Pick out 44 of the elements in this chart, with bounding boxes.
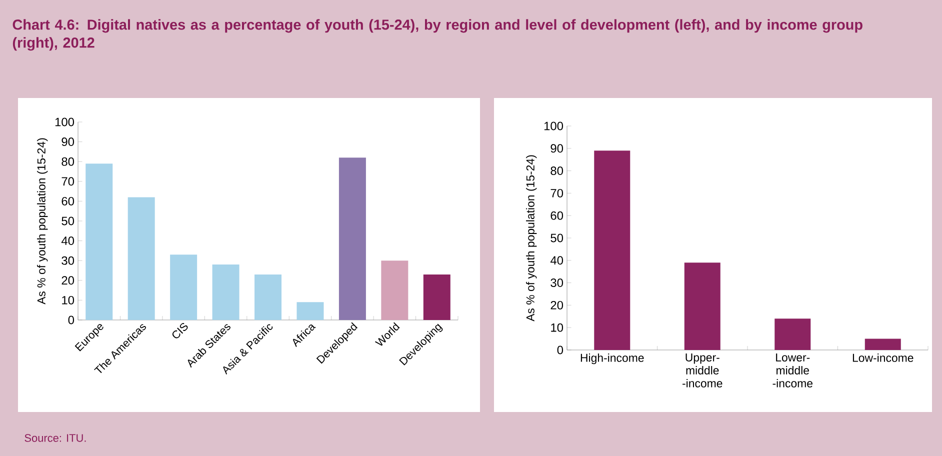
y-tick-label: 90 bbox=[550, 144, 564, 153]
y-tick-label: 30 bbox=[62, 256, 74, 265]
y-tick-label: 10 bbox=[551, 323, 564, 332]
y-axis-title: As % of youth population (15-24) bbox=[37, 138, 48, 304]
x-tick-label: CIS bbox=[172, 323, 188, 338]
y-tick-label: 60 bbox=[62, 196, 74, 206]
x-tick-label: Lower-middle -income bbox=[772, 354, 812, 388]
y-tick-label: 20 bbox=[62, 276, 74, 285]
x-tick-label: Low-income bbox=[852, 354, 914, 362]
y-tick-label: 60 bbox=[550, 211, 564, 220]
bar bbox=[864, 338, 901, 350]
y-axis-title: As % of youth population (15-24) bbox=[526, 155, 537, 322]
y-tick-label: 30 bbox=[550, 278, 564, 288]
y-tick-label: 70 bbox=[62, 177, 74, 186]
y-tick-label: 100 bbox=[55, 118, 74, 126]
bar bbox=[170, 254, 198, 320]
bar bbox=[338, 158, 366, 320]
y-tick-label: 0 bbox=[68, 316, 74, 324]
bar bbox=[296, 302, 324, 320]
source-note: Source: ITU. bbox=[24, 434, 86, 442]
y-tick-label: 40 bbox=[550, 256, 564, 265]
y-tick-label: 70 bbox=[550, 188, 564, 198]
y-tick-label: 90 bbox=[62, 138, 74, 146]
bar bbox=[774, 318, 811, 350]
x-tick-label: High-income bbox=[580, 354, 644, 364]
y-tick-label: 80 bbox=[550, 166, 564, 176]
y-tick-label: 50 bbox=[550, 234, 564, 242]
chart-title: Chart 4.6: Digital natives as a percentage of youth (15-24), by region and level of development (left), and by income group (right), 2012 bbox=[12, 19, 862, 51]
bar bbox=[254, 274, 282, 320]
bar bbox=[594, 150, 630, 350]
y-tick-label: 40 bbox=[61, 236, 74, 246]
x-tick-label: Upper-middle -income bbox=[682, 354, 722, 388]
bar bbox=[86, 164, 113, 320]
bar bbox=[381, 260, 408, 320]
bar bbox=[212, 264, 240, 320]
bar bbox=[423, 274, 450, 320]
y-tick-label: 80 bbox=[62, 157, 74, 166]
y-tick-label: 100 bbox=[544, 122, 564, 130]
bar bbox=[684, 262, 720, 350]
y-tick-label: 0 bbox=[557, 346, 564, 354]
y-tick-label: 20 bbox=[550, 300, 564, 310]
y-tick-label: 10 bbox=[62, 296, 74, 304]
bar bbox=[128, 197, 155, 320]
y-tick-label: 50 bbox=[62, 216, 74, 226]
